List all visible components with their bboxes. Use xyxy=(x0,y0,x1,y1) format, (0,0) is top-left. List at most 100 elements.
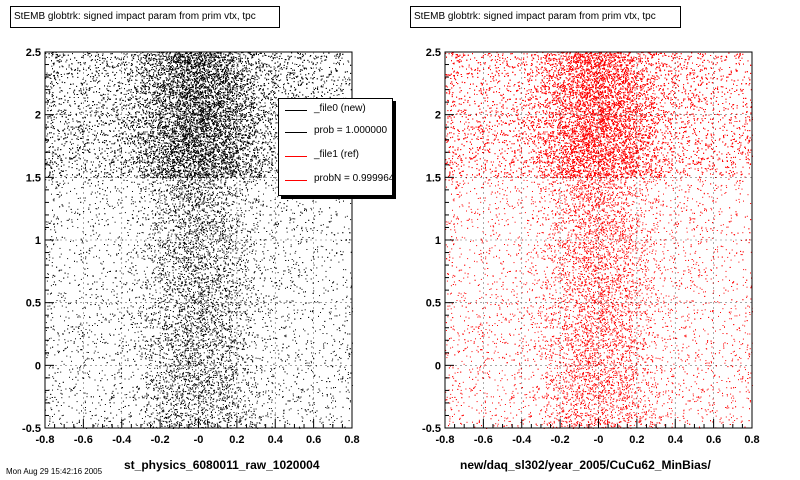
scatter-point xyxy=(256,132,257,133)
scatter-point xyxy=(52,125,53,126)
scatter-point xyxy=(187,67,188,68)
scatter-point xyxy=(178,147,179,148)
scatter-point xyxy=(200,164,201,165)
scatter-point xyxy=(340,85,341,86)
scatter-point xyxy=(247,141,248,142)
scatter-point xyxy=(231,53,232,54)
scatter-point xyxy=(51,102,52,103)
scatter-point xyxy=(294,64,295,65)
scatter-point xyxy=(242,159,243,160)
scatter-point xyxy=(153,159,154,160)
scatter-point xyxy=(185,120,186,121)
scatter-point xyxy=(135,87,136,88)
scatter-point xyxy=(99,167,100,168)
scatter-point xyxy=(171,72,172,73)
scatter-point xyxy=(250,122,251,123)
scatter-point xyxy=(174,86,175,87)
scatter-point xyxy=(195,107,196,108)
scatter-point xyxy=(152,173,153,174)
scatter-point xyxy=(152,109,153,110)
scatter-point xyxy=(136,80,137,81)
scatter-point xyxy=(162,144,163,145)
scatter-point xyxy=(54,119,55,120)
scatter-point xyxy=(195,150,196,151)
scatter-point xyxy=(158,55,159,56)
scatter-point xyxy=(227,116,228,117)
scatter-point xyxy=(65,143,66,144)
scatter-point xyxy=(203,105,204,106)
scatter-point xyxy=(146,148,147,149)
scatter-point xyxy=(233,113,234,114)
scatter-point xyxy=(49,57,50,58)
scatter-point xyxy=(246,65,247,66)
scatter-point xyxy=(105,94,106,95)
scatter-point xyxy=(241,105,242,106)
scatter-point xyxy=(53,95,54,96)
scatter-point xyxy=(159,56,160,57)
scatter-point xyxy=(158,147,159,148)
scatter-point xyxy=(204,70,205,71)
scatter-point xyxy=(144,65,145,66)
scatter-point xyxy=(195,117,196,118)
scatter-point xyxy=(280,87,281,88)
scatter-point xyxy=(253,94,254,95)
scatter-point xyxy=(251,69,252,70)
scatter-point xyxy=(174,124,175,125)
scatter-point xyxy=(108,94,109,95)
scatter-point xyxy=(135,116,136,117)
scatter-point xyxy=(244,67,245,68)
scatter-point xyxy=(103,125,104,126)
scatter-point xyxy=(111,62,112,63)
scatter-point xyxy=(140,60,141,61)
scatter-point xyxy=(99,148,100,149)
scatter-point xyxy=(143,168,144,169)
canvas: -0.8 -0.6 -0.4 -0.2 -0 0.2 0.4 0.6 0.8-0.500.511… xyxy=(0,0,800,480)
scatter-point xyxy=(273,79,274,80)
scatter-point xyxy=(219,73,220,74)
scatter-point xyxy=(136,93,137,94)
scatter-point xyxy=(236,84,237,85)
scatter-point xyxy=(244,147,245,148)
scatter-point xyxy=(178,118,179,119)
scatter-point xyxy=(62,91,63,92)
scatter-point xyxy=(249,70,250,71)
scatter-point xyxy=(224,176,225,177)
scatter-point xyxy=(109,159,110,160)
scatter-point xyxy=(71,132,72,133)
scatter-point xyxy=(288,72,289,73)
scatter-point xyxy=(215,167,216,168)
scatter-point xyxy=(61,170,62,171)
scatter-point xyxy=(98,102,99,103)
scatter-point xyxy=(338,88,339,89)
scatter-point xyxy=(86,106,87,107)
scatter-point xyxy=(133,56,134,57)
scatter-point xyxy=(259,107,260,108)
scatter-point xyxy=(131,71,132,72)
scatter-point xyxy=(219,63,220,64)
scatter-point xyxy=(78,97,79,98)
scatter-point xyxy=(217,87,218,88)
scatter-point xyxy=(173,137,174,138)
scatter-point xyxy=(194,131,195,132)
scatter-point xyxy=(139,169,140,170)
scatter-point xyxy=(324,82,325,83)
scatter-point xyxy=(138,112,139,113)
scatter-point xyxy=(50,166,51,167)
scatter-point xyxy=(308,96,309,97)
scatter-point xyxy=(106,148,107,149)
scatter-point xyxy=(158,175,159,176)
scatter-point xyxy=(203,141,204,142)
scatter-point xyxy=(237,70,238,71)
scatter-point xyxy=(157,128,158,129)
scatter-point xyxy=(218,113,219,114)
scatter-point xyxy=(222,103,223,104)
scatter-point xyxy=(253,106,254,107)
scatter-point xyxy=(268,65,269,66)
scatter-point xyxy=(116,167,117,168)
scatter-point xyxy=(77,145,78,146)
scatter-point xyxy=(174,172,175,173)
scatter-point xyxy=(168,145,169,146)
scatter-point xyxy=(205,84,206,85)
scatter-point xyxy=(115,78,116,79)
scatter-point xyxy=(221,166,222,167)
